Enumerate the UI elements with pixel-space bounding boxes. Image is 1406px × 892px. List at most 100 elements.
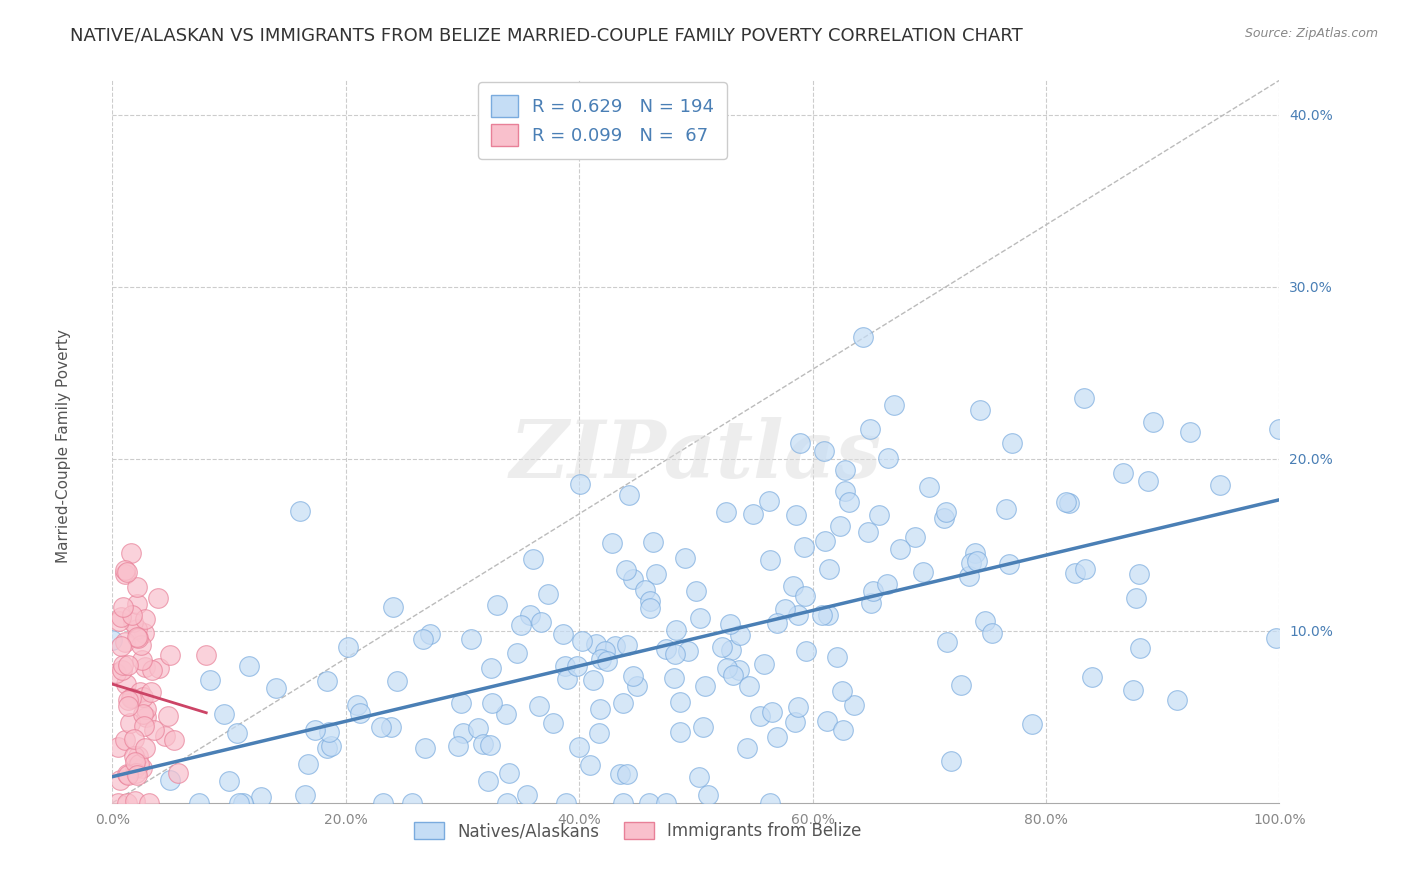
- Point: [789, 436, 811, 450]
- Point: [132, 706, 155, 721]
- Point: [616, 766, 638, 780]
- Point: [264, 681, 287, 695]
- Point: [250, 789, 273, 804]
- Point: [1166, 693, 1188, 707]
- Point: [814, 533, 837, 548]
- Point: [825, 650, 848, 665]
- Point: [758, 494, 780, 508]
- Point: [107, 615, 129, 629]
- Point: [591, 652, 613, 666]
- Point: [994, 501, 1017, 516]
- Point: [110, 609, 132, 624]
- Point: [1074, 562, 1097, 576]
- Point: [120, 546, 142, 560]
- Point: [654, 642, 676, 657]
- Point: [643, 534, 665, 549]
- Point: [1081, 670, 1104, 684]
- Point: [530, 615, 553, 630]
- Point: [107, 796, 129, 810]
- Point: [838, 495, 860, 509]
- Text: NATIVE/ALASKAN VS IMMIGRANTS FROM BELIZE MARRIED-COUPLE FAMILY POVERTY CORRELATI: NATIVE/ALASKAN VS IMMIGRANTS FROM BELIZE…: [70, 27, 1024, 45]
- Point: [163, 733, 186, 747]
- Point: [567, 739, 589, 754]
- Point: [1265, 631, 1288, 645]
- Point: [321, 739, 343, 754]
- Point: [118, 716, 141, 731]
- Point: [1057, 496, 1080, 510]
- Point: [117, 796, 139, 810]
- Point: [125, 631, 148, 645]
- Point: [665, 624, 688, 638]
- Point: [117, 768, 139, 782]
- Point: [811, 607, 834, 622]
- Point: [451, 725, 474, 739]
- Point: [941, 754, 963, 768]
- Point: [479, 661, 502, 675]
- Point: [655, 796, 678, 810]
- Point: [818, 562, 841, 576]
- Point: [738, 679, 761, 693]
- Point: [949, 677, 972, 691]
- Point: [121, 691, 143, 706]
- Point: [337, 640, 360, 654]
- Point: [380, 719, 402, 733]
- Point: [471, 737, 494, 751]
- Point: [111, 599, 134, 614]
- Point: [498, 766, 520, 780]
- Point: [115, 677, 138, 691]
- Point: [553, 627, 575, 641]
- Point: [114, 563, 136, 577]
- Point: [148, 661, 170, 675]
- Point: [614, 563, 637, 577]
- Point: [695, 679, 717, 693]
- Point: [557, 672, 579, 686]
- Point: [794, 644, 817, 658]
- Point: [304, 723, 326, 737]
- Point: [565, 659, 588, 673]
- Point: [793, 540, 815, 554]
- Point: [569, 477, 592, 491]
- Point: [761, 705, 783, 719]
- Point: [813, 443, 835, 458]
- Point: [1180, 425, 1202, 440]
- Point: [159, 648, 181, 663]
- Point: [852, 330, 875, 344]
- Point: [859, 422, 882, 436]
- Point: [718, 617, 741, 632]
- Point: [612, 796, 634, 810]
- Point: [157, 709, 180, 723]
- Point: [135, 701, 157, 715]
- Point: [588, 726, 610, 740]
- Point: [134, 660, 156, 674]
- Point: [122, 731, 145, 746]
- Text: Married-Couple Family Poverty: Married-Couple Family Poverty: [56, 329, 70, 563]
- Point: [218, 773, 240, 788]
- Point: [195, 648, 218, 662]
- Point: [1063, 566, 1085, 580]
- Point: [110, 639, 132, 653]
- Point: [127, 749, 149, 764]
- Point: [127, 580, 149, 594]
- Point: [419, 627, 441, 641]
- Point: [785, 714, 807, 729]
- Point: [124, 794, 146, 808]
- Point: [644, 567, 666, 582]
- Point: [963, 546, 986, 560]
- Point: [187, 796, 209, 810]
- Point: [228, 796, 250, 810]
- Point: [787, 608, 810, 623]
- Point: [346, 698, 368, 712]
- Point: [467, 721, 489, 735]
- Point: [673, 550, 696, 565]
- Point: [877, 450, 900, 465]
- Point: [595, 654, 617, 668]
- Point: [876, 576, 898, 591]
- Point: [117, 657, 139, 672]
- Point: [998, 557, 1021, 571]
- Point: [128, 757, 150, 772]
- Point: [1136, 474, 1159, 488]
- Point: [131, 638, 153, 652]
- Point: [120, 691, 142, 706]
- Point: [460, 632, 482, 646]
- Point: [127, 623, 149, 637]
